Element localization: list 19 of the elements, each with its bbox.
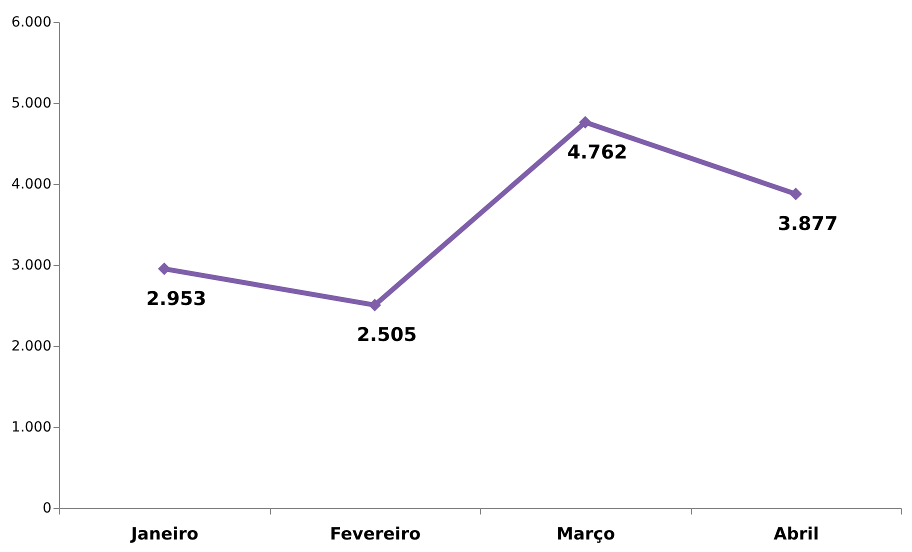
point (368, 298, 382, 312)
data-label: 2.505 (356, 324, 417, 346)
x-tick-label: Fevereiro (330, 524, 421, 544)
point (578, 116, 592, 129)
x-tick-label: Abril (774, 524, 819, 544)
x-tick-label: Março (556, 524, 616, 544)
y-tick-label: 6.000 (11, 14, 52, 30)
y-tick-label: 1.000 (11, 420, 52, 436)
point (789, 188, 802, 200)
x-tick-label: Janeiro (130, 524, 198, 544)
y-tick-label: 3.000 (11, 258, 52, 274)
y-tick-label: 5.000 (11, 96, 52, 112)
y-tick-label: 4.000 (11, 176, 52, 192)
data-label: 2.953 (146, 288, 206, 310)
data-label: 4.762 (567, 141, 628, 164)
point (158, 262, 171, 276)
data-label: 3.877 (778, 212, 838, 235)
y-tick-label: 2.000 (11, 338, 52, 354)
y-tick-label: 0 (42, 500, 52, 516)
